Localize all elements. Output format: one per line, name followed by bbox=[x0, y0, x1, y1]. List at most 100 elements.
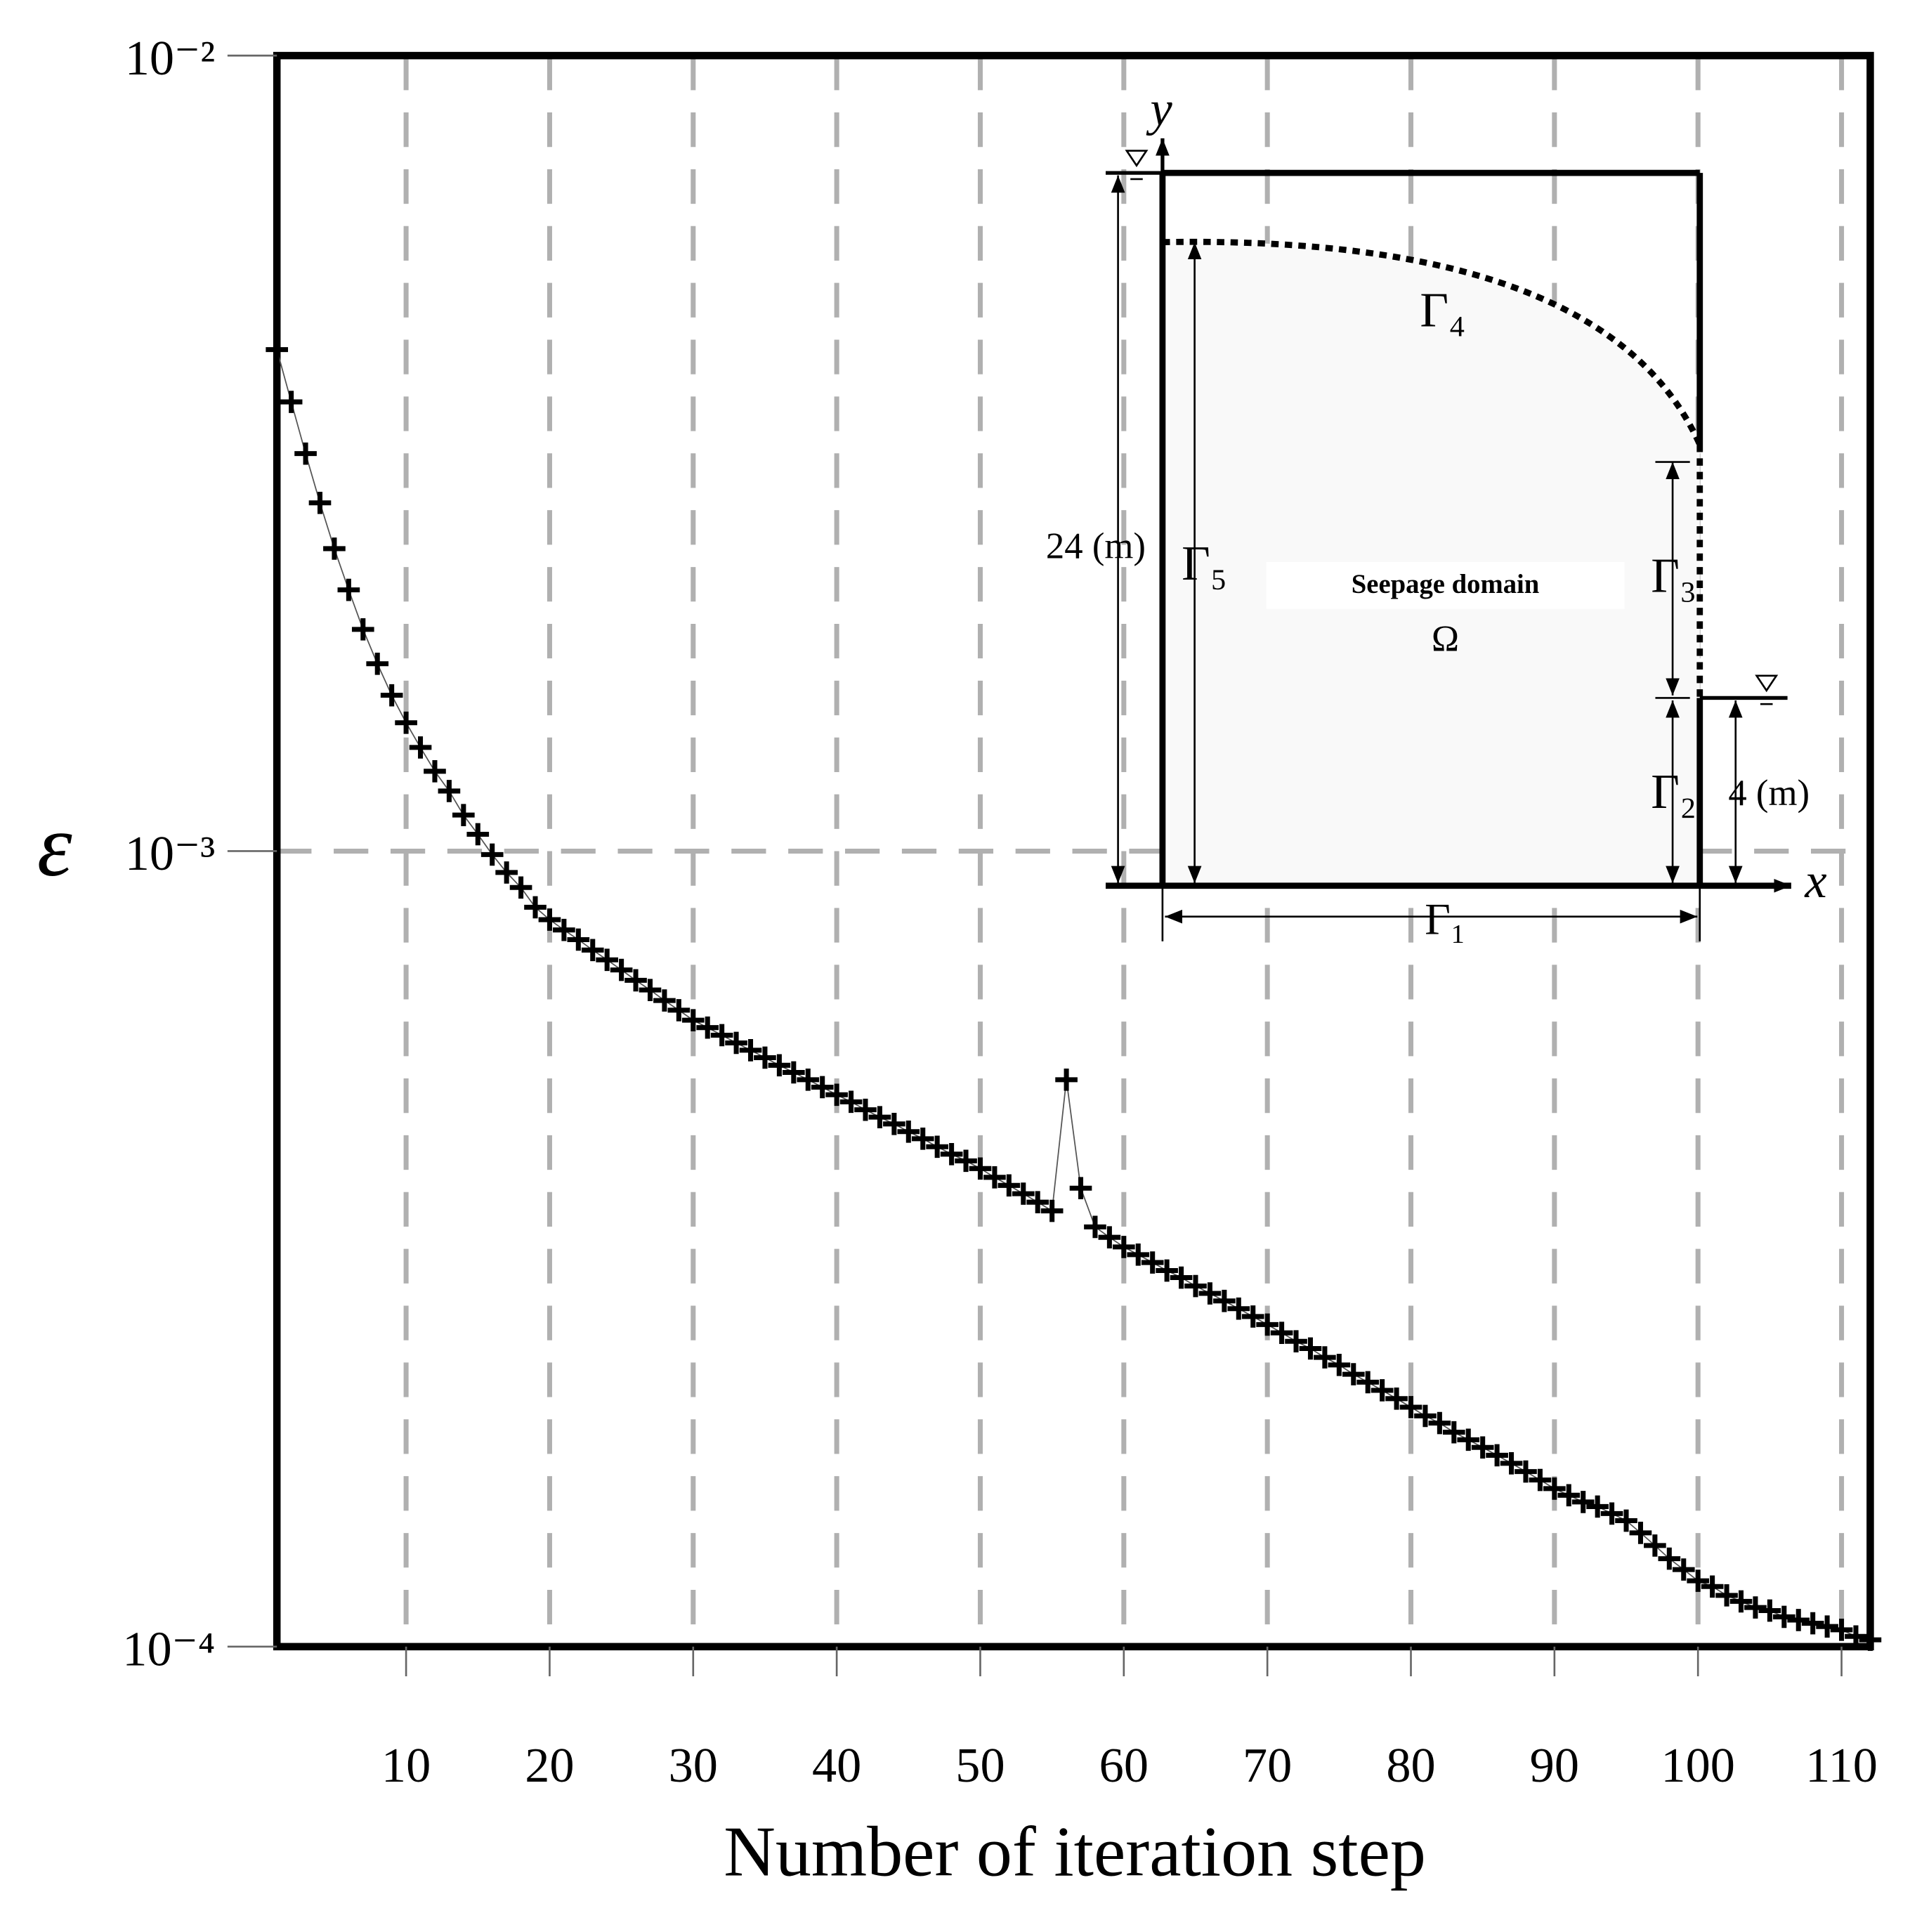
x-tick-label: 10 bbox=[381, 1738, 431, 1793]
data-point bbox=[280, 391, 303, 413]
data-point bbox=[1529, 1468, 1552, 1492]
data-point bbox=[1600, 1502, 1623, 1525]
label-bg bbox=[1266, 562, 1625, 609]
data-point bbox=[1127, 1244, 1150, 1266]
data-point bbox=[1744, 1596, 1767, 1619]
data-point bbox=[710, 1024, 733, 1047]
data-point bbox=[1084, 1215, 1106, 1239]
inset-label: Γ₃ bbox=[1651, 549, 1696, 603]
inset-label: 24 (m) bbox=[1046, 526, 1146, 567]
x-tick-label: 90 bbox=[1530, 1738, 1579, 1793]
data-point bbox=[1644, 1534, 1666, 1557]
data-point bbox=[854, 1098, 877, 1121]
data-point bbox=[438, 780, 461, 802]
data-point bbox=[1141, 1251, 1164, 1274]
data-point bbox=[1515, 1460, 1537, 1483]
data-point bbox=[1571, 1491, 1595, 1513]
data-point bbox=[351, 618, 374, 641]
series-line bbox=[276, 349, 1871, 1640]
x-tick-label: 20 bbox=[525, 1738, 574, 1793]
data-point bbox=[1816, 1615, 1838, 1638]
data-point bbox=[883, 1112, 905, 1135]
data-point bbox=[1342, 1363, 1365, 1385]
data-point bbox=[1256, 1313, 1278, 1336]
data-point bbox=[380, 684, 403, 707]
data-point bbox=[811, 1076, 834, 1099]
data-point bbox=[1414, 1404, 1437, 1428]
data-point bbox=[553, 918, 575, 941]
x-tick-label: 80 bbox=[1386, 1738, 1435, 1793]
data-point bbox=[797, 1069, 820, 1091]
inset-label: Ω bbox=[1432, 618, 1459, 659]
data-point bbox=[395, 711, 417, 734]
data-point bbox=[1356, 1371, 1380, 1394]
data-point bbox=[1859, 1629, 1882, 1651]
inset-label: Γ₄ bbox=[1420, 283, 1465, 338]
data-point bbox=[1801, 1612, 1824, 1635]
data-point bbox=[1486, 1444, 1508, 1467]
data-point bbox=[366, 652, 389, 675]
data-point bbox=[1845, 1625, 1867, 1648]
y-axis-label: ε bbox=[37, 797, 72, 895]
data-point bbox=[1040, 1199, 1064, 1222]
data-point bbox=[1098, 1226, 1121, 1249]
data-point bbox=[1772, 1605, 1795, 1629]
data-point bbox=[624, 969, 647, 992]
data-point bbox=[768, 1054, 791, 1077]
data-point bbox=[1055, 1069, 1078, 1091]
data-point bbox=[1715, 1584, 1738, 1607]
data-point bbox=[1701, 1575, 1724, 1598]
data-point bbox=[1428, 1411, 1451, 1435]
data-point bbox=[567, 928, 590, 951]
data-point bbox=[1299, 1337, 1322, 1360]
data-point bbox=[424, 759, 446, 783]
data-point bbox=[495, 861, 518, 884]
data-point bbox=[409, 736, 432, 759]
x-tick-label: 30 bbox=[669, 1738, 718, 1793]
data-point bbox=[739, 1039, 762, 1062]
data-point bbox=[1830, 1619, 1853, 1641]
data-point bbox=[610, 958, 633, 981]
inset-label: Γ₂ bbox=[1651, 764, 1696, 819]
inset-label: 4 (m) bbox=[1728, 773, 1810, 814]
inset-label: x bbox=[1804, 854, 1826, 908]
data-point bbox=[1471, 1436, 1494, 1459]
data-point bbox=[1385, 1387, 1408, 1410]
inset-diagram: y x 24 (m) 4 (m) Γ₁ Γ₂ Γ₃ Γ₄ Γ₅ Seepage … bbox=[1046, 81, 1827, 944]
data-point bbox=[1687, 1569, 1710, 1592]
data-point bbox=[1615, 1509, 1637, 1532]
data-point bbox=[1399, 1396, 1422, 1418]
data-point bbox=[1586, 1495, 1609, 1518]
data-point bbox=[1069, 1177, 1092, 1200]
data-point bbox=[452, 804, 475, 826]
data-point bbox=[1457, 1428, 1480, 1451]
data-point bbox=[266, 338, 289, 361]
data-point bbox=[308, 491, 332, 514]
x-tick-label: 50 bbox=[955, 1738, 1005, 1793]
data-point bbox=[1314, 1346, 1336, 1369]
x-tick-label: 70 bbox=[1243, 1738, 1292, 1793]
data-point bbox=[754, 1046, 776, 1069]
data-point bbox=[1184, 1274, 1207, 1298]
data-point bbox=[480, 843, 504, 866]
data-point bbox=[911, 1128, 934, 1150]
data-point bbox=[1758, 1599, 1781, 1622]
x-tick-label: 40 bbox=[812, 1738, 861, 1793]
data-point bbox=[1285, 1330, 1307, 1353]
data-point bbox=[653, 989, 676, 1012]
data-point bbox=[1658, 1547, 1681, 1570]
data-point bbox=[596, 948, 619, 972]
data-point bbox=[667, 999, 691, 1022]
data-point bbox=[1371, 1379, 1394, 1402]
data-point bbox=[294, 442, 317, 465]
data-point bbox=[783, 1061, 805, 1084]
data-point bbox=[825, 1083, 848, 1107]
data-point bbox=[1328, 1354, 1351, 1376]
data-point bbox=[639, 979, 662, 1001]
x-axis-label: Number of iteration step bbox=[724, 1813, 1426, 1892]
data-point bbox=[524, 896, 547, 919]
data-point bbox=[538, 908, 561, 931]
inset-label: Γ₁ bbox=[1425, 895, 1466, 944]
data-point bbox=[1270, 1321, 1293, 1344]
